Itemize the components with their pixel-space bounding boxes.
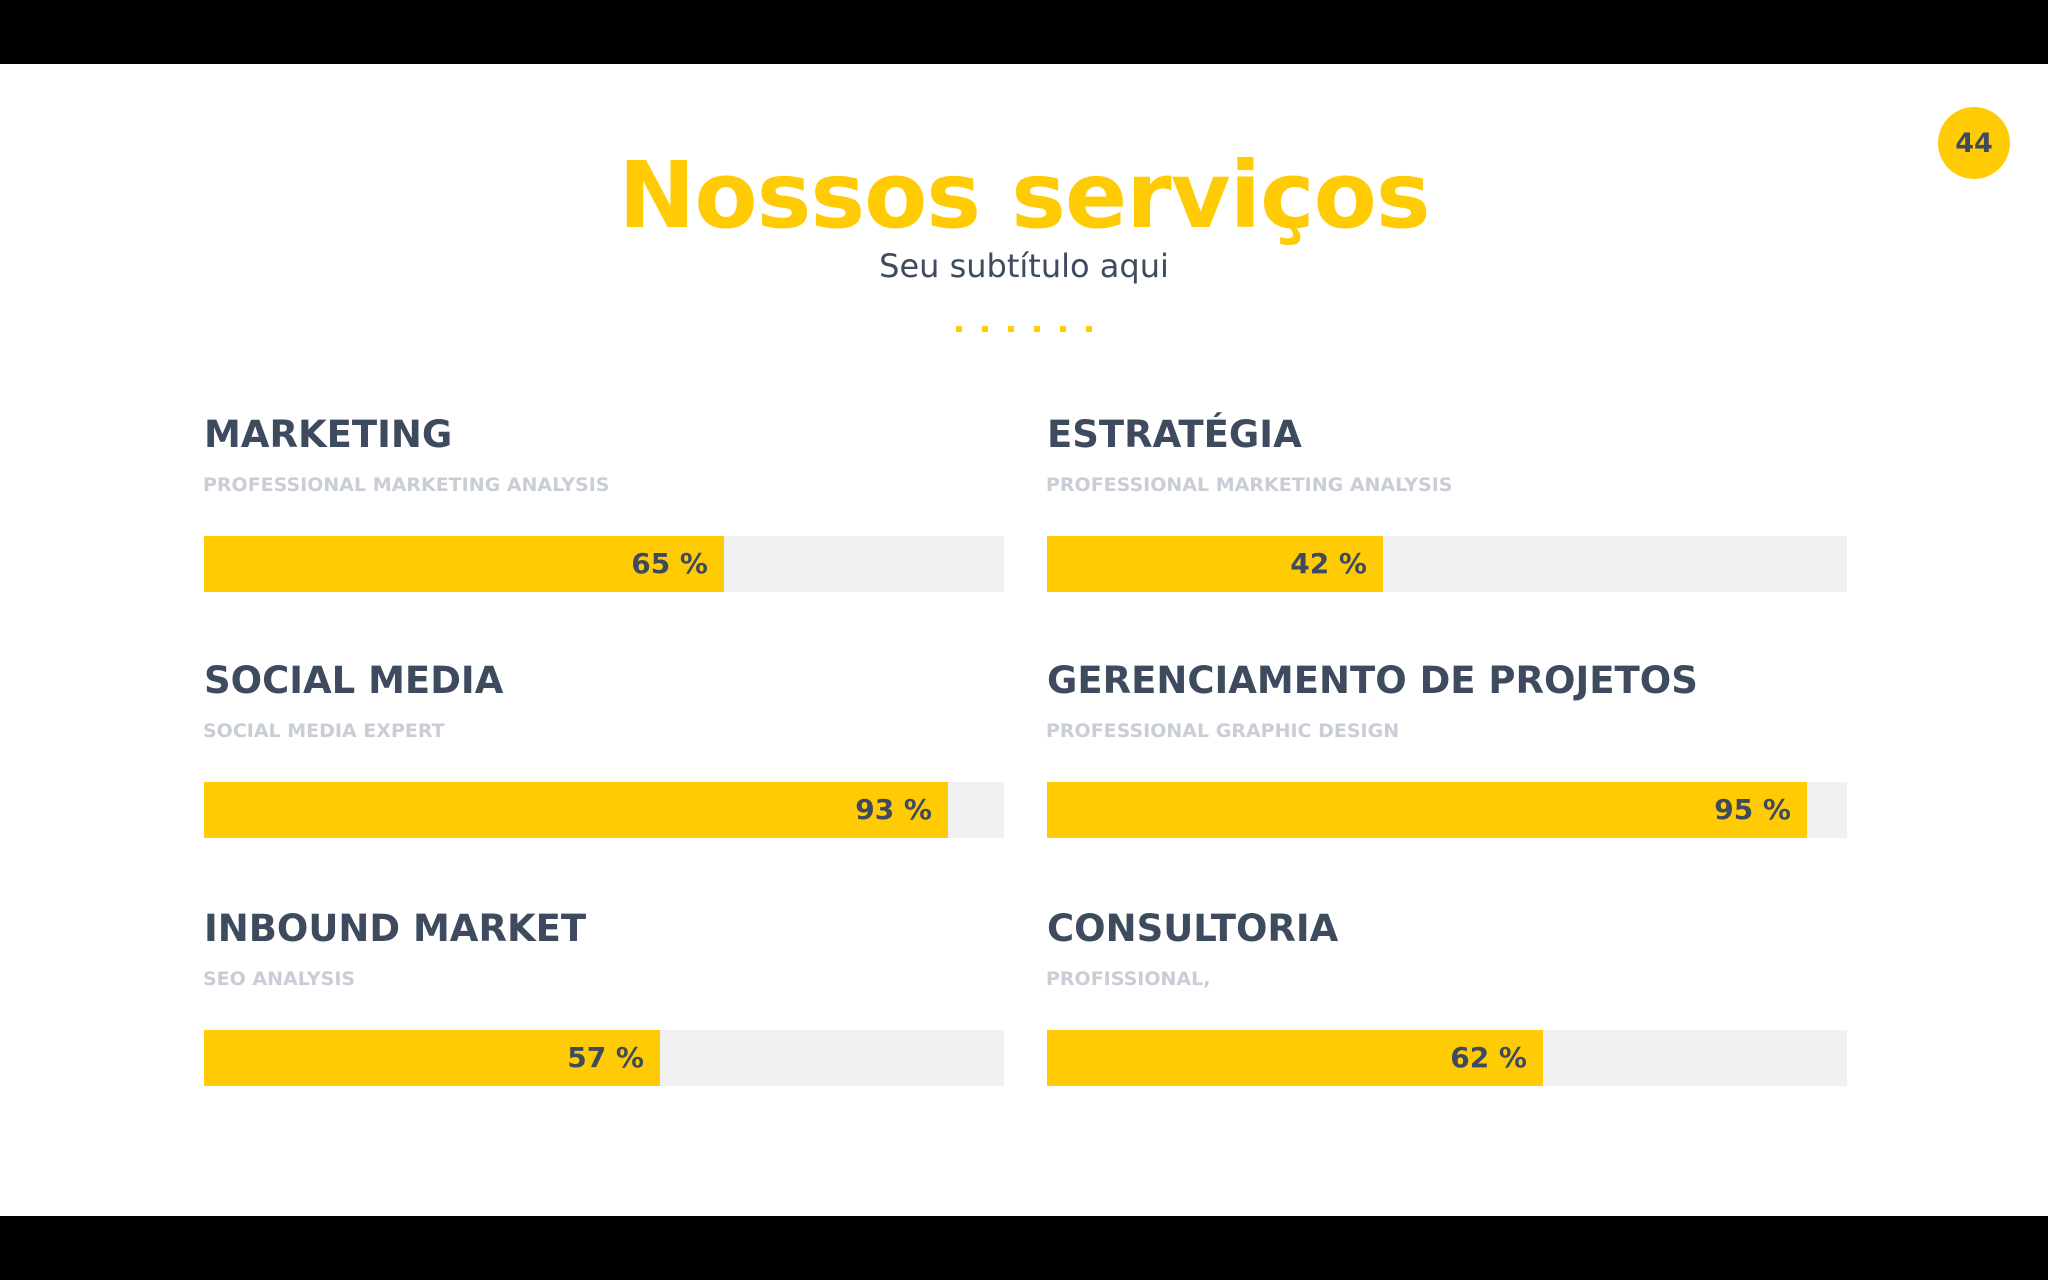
progress-label: 57 %: [567, 1041, 644, 1074]
service-description: PROFESSIONAL GRAPHIC DESIGN: [1046, 720, 1400, 742]
progress-track: 95 %: [1047, 782, 1847, 838]
progress-track: 42 %: [1047, 536, 1847, 592]
slide-subtitle: Seu subtítulo aqui: [879, 247, 1169, 285]
service-description: SOCIAL MEDIA EXPERT: [203, 720, 445, 742]
slide: 44 Nossos serviços Seu subtítulo aqui MA…: [0, 64, 2048, 1216]
service-description: SEO ANALYSIS: [203, 968, 356, 990]
dot: [1008, 326, 1014, 332]
progress-label: 93 %: [855, 793, 932, 826]
progress-fill: 62 %: [1047, 1030, 1543, 1086]
service-name: SOCIAL MEDIA: [204, 659, 504, 702]
dot: [1060, 326, 1066, 332]
letterbox-bottom: [0, 1216, 2048, 1280]
dot: [1034, 326, 1040, 332]
service-name: INBOUND MARKET: [204, 907, 587, 950]
progress-fill: 93 %: [204, 782, 948, 838]
service-name: GERENCIAMENTO DE PROJETOS: [1047, 659, 1698, 702]
service-description: PROFESSIONAL MARKETING ANALYSIS: [203, 474, 610, 496]
service-description: PROFISSIONAL,: [1046, 968, 1211, 990]
progress-fill: 57 %: [204, 1030, 660, 1086]
progress-label: 62 %: [1450, 1041, 1527, 1074]
service-name: MARKETING: [204, 413, 453, 456]
service-name: ESTRATÉGIA: [1047, 413, 1302, 456]
dot: [956, 326, 962, 332]
progress-fill: 65 %: [204, 536, 724, 592]
progress-label: 95 %: [1714, 793, 1791, 826]
progress-track: 65 %: [204, 536, 1004, 592]
service-name: CONSULTORIA: [1047, 907, 1339, 950]
page-number-badge: 44: [1938, 107, 2010, 179]
service-description: PROFESSIONAL MARKETING ANALYSIS: [1046, 474, 1453, 496]
progress-track: 62 %: [1047, 1030, 1847, 1086]
dot: [982, 326, 988, 332]
progress-fill: 95 %: [1047, 782, 1807, 838]
progress-track: 57 %: [204, 1030, 1004, 1086]
progress-label: 42 %: [1290, 547, 1367, 580]
slide-title: Nossos serviços: [618, 142, 1430, 249]
decorative-dots: [0, 326, 2048, 332]
letterbox-top: [0, 0, 2048, 64]
progress-label: 65 %: [631, 547, 708, 580]
progress-fill: 42 %: [1047, 536, 1383, 592]
progress-track: 93 %: [204, 782, 1004, 838]
dot: [1086, 326, 1092, 332]
